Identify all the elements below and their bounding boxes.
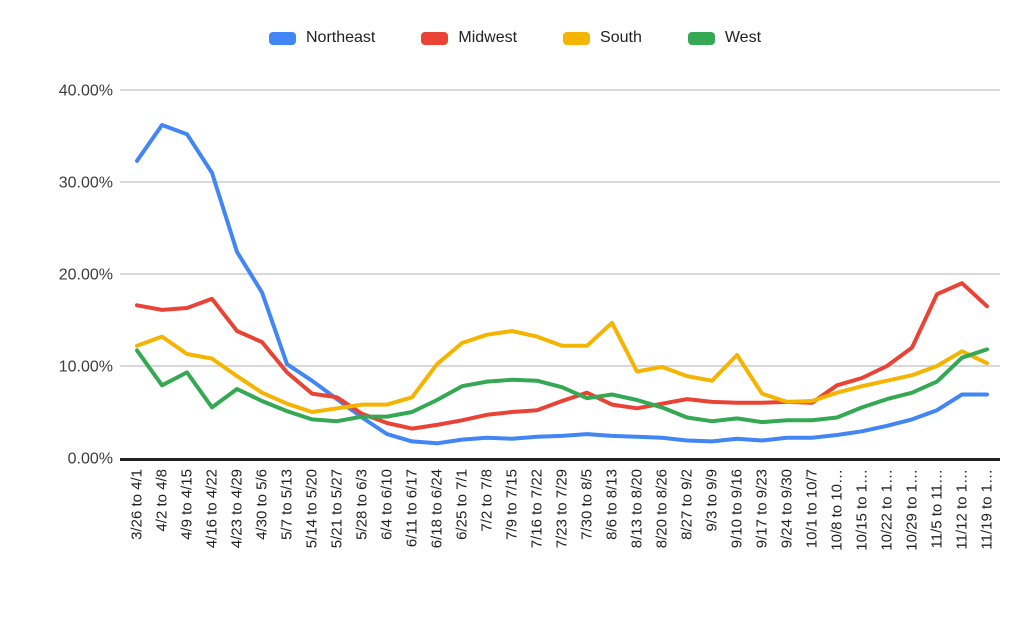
x-axis-label: 5/28 to 6/3: [354, 469, 371, 540]
legend-item-south: South: [563, 30, 642, 46]
x-axis-label: 8/27 to 9/2: [679, 469, 696, 540]
legend-label-south: South: [600, 29, 642, 46]
y-axis-label: 0.00%: [68, 451, 113, 468]
legend-item-northeast: Northeast: [268, 29, 376, 46]
x-axis-label: 6/25 to 7/1: [454, 469, 471, 540]
x-axis-label: 3/26 to 4/1: [129, 469, 146, 540]
legend-swatch-south: [563, 31, 591, 45]
x-axis-label: 6/4 to 6/10: [379, 469, 396, 540]
x-axis-label: 6/18 to 6/24: [429, 469, 446, 548]
x-axis-label: 4/2 to 4/8: [154, 469, 171, 532]
x-axis-label: 7/9 to 7/15: [504, 469, 521, 540]
legend-item-midwest: Midwest: [421, 30, 517, 46]
y-axis-label: 30.00%: [59, 175, 113, 192]
chart-legend: Northeast Midwest South West: [0, 30, 1030, 46]
x-axis-label: 4/16 to 4/22: [204, 469, 221, 548]
x-axis-label: 10/15 to 1…: [854, 469, 871, 551]
x-axis-label: 8/13 to 8/20: [629, 469, 646, 548]
x-axis-label: 7/16 to 7/22: [529, 469, 546, 548]
x-axis-label: 11/5 to 11…: [929, 469, 946, 549]
legend-item-west: West: [687, 29, 762, 46]
series-line-south: [135, 320, 989, 414]
x-axis-label: 9/3 to 9/9: [704, 469, 721, 532]
x-axis-label: 4/23 to 4/29: [229, 469, 246, 548]
x-axis-label: 5/21 to 5/27: [329, 469, 346, 548]
legend-swatch-northeast: [268, 31, 296, 45]
legend-label-midwest: Midwest: [458, 29, 518, 46]
x-axis-label: 5/14 to 5/20: [304, 469, 321, 548]
x-axis-label: 7/2 to 7/8: [479, 469, 496, 532]
x-axis-label: 8/20 to 8/26: [654, 469, 671, 548]
x-axis-label: 10/8 to 10…: [829, 469, 846, 551]
y-axis-label: 40.00%: [59, 83, 113, 100]
y-axis-label: 10.00%: [59, 359, 113, 376]
x-axis-label: 4/9 to 4/15: [179, 469, 196, 540]
x-axis-label: 8/6 to 8/13: [604, 469, 621, 540]
y-axis-label: 20.00%: [59, 267, 113, 284]
x-axis-label: 7/23 to 7/29: [554, 469, 571, 548]
legend-swatch-west: [687, 31, 715, 45]
series-line-west: [135, 347, 989, 425]
legend-swatch-midwest: [421, 31, 449, 45]
x-axis-label: 9/24 to 9/30: [779, 469, 796, 548]
x-axis-label: 10/22 to 1…: [879, 469, 896, 551]
legend-label-west: West: [724, 29, 762, 46]
legend-label-northeast: Northeast: [305, 29, 376, 46]
x-axis-label: 11/19 to 1…: [979, 469, 996, 550]
series-line-midwest: [135, 281, 989, 431]
x-axis-label: 11/12 to 1…: [954, 469, 971, 550]
x-axis-label: 5/7 to 5/13: [279, 469, 296, 540]
series-line-northeast: [135, 123, 989, 446]
x-axis-label: 10/1 to 10/7: [804, 469, 821, 548]
x-axis-label: 7/30 to 8/5: [579, 469, 596, 540]
x-axis-label: 9/10 to 9/16: [729, 469, 746, 548]
x-axis-label: 9/17 to 9/23: [754, 469, 771, 548]
x-axis-label: 4/30 to 5/6: [254, 469, 271, 540]
x-axis-label: 10/29 to 1…: [904, 469, 921, 551]
x-axis-label: 6/11 to 6/17: [404, 469, 421, 547]
